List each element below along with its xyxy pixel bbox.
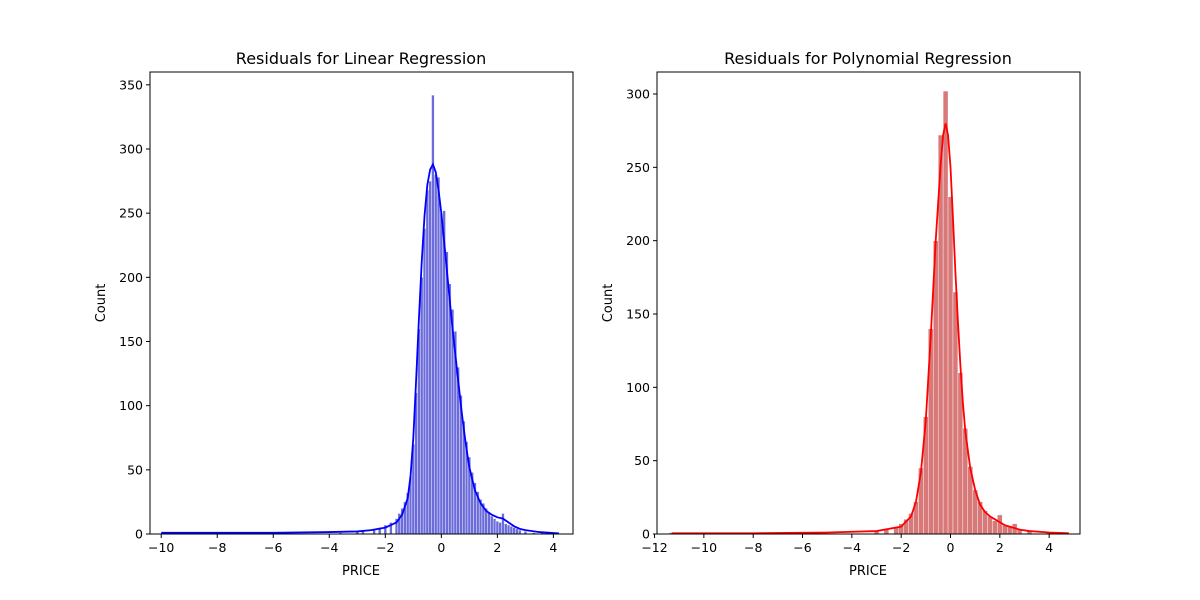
histogram-bar-16 <box>952 291 959 535</box>
histogram-bar-49 <box>509 526 513 535</box>
y-axis-label: Count <box>94 284 109 323</box>
x-tick-label-5: −2 <box>892 540 910 555</box>
y-tick-label-3: 150 <box>626 307 650 322</box>
histogram-bar-50 <box>512 527 516 535</box>
y-tick-label-5: 250 <box>119 206 143 221</box>
histogram-bar-19 <box>425 189 429 535</box>
x-tick-label-2: −8 <box>744 540 762 555</box>
x-tick-label-4: −2 <box>376 540 394 555</box>
histogram-bar-51 <box>515 528 519 535</box>
y-tick-label-4: 200 <box>626 233 650 248</box>
x-tick-label-1: −10 <box>691 540 717 555</box>
histogram-bar-26 <box>445 251 449 535</box>
plot-frame <box>656 71 1081 535</box>
histogram-bar-25 <box>997 514 1003 535</box>
kde-line <box>161 162 560 535</box>
x-tick-label-3: −4 <box>320 540 338 555</box>
y-tick-label-2: 100 <box>119 398 143 413</box>
x-tick-label-2: −6 <box>264 540 282 555</box>
x-tick-label-6: 0 <box>947 540 955 555</box>
x-tick-label-0: −12 <box>641 540 667 555</box>
y-tick-label-1: 50 <box>127 462 143 477</box>
histogram-bar-21 <box>431 94 435 535</box>
histogram-bar-18 <box>422 228 427 535</box>
x-tick-label-7: 4 <box>549 540 557 555</box>
histogram-bar-15 <box>947 196 954 535</box>
y-tick-label-2: 100 <box>626 380 650 395</box>
y-tick-label-0: 0 <box>642 527 650 542</box>
histogram-bar-24 <box>439 212 443 535</box>
histogram-bar-27 <box>448 283 452 535</box>
histogram-bar-46 <box>501 513 505 535</box>
x-tick-label-1: −8 <box>208 540 226 555</box>
x-tick-label-3: −6 <box>793 540 811 555</box>
kde-line <box>671 123 1069 535</box>
x-tick-label-4: −4 <box>843 540 861 555</box>
histogram-bar-23 <box>987 516 993 535</box>
y-axis-label: Count <box>601 284 616 323</box>
y-tick-label-7: 350 <box>119 77 143 92</box>
x-axis-label: PRICE <box>342 564 380 579</box>
histogram-bar-48 <box>506 524 511 535</box>
histogram-bar-17 <box>420 277 424 535</box>
y-tick-label-0: 0 <box>135 527 143 542</box>
chart-title: Residuals for Linear Regression <box>236 49 486 68</box>
y-tick-label-6: 300 <box>626 87 650 102</box>
y-tick-label-5: 250 <box>626 160 650 175</box>
histogram-bar-52 <box>518 529 522 535</box>
x-tick-label-5: 0 <box>437 540 445 555</box>
polynomial-regression-residuals-chart: Residuals for Polynomial Regression PRIC… <box>601 49 1081 579</box>
y-tick-label-3: 150 <box>119 334 143 349</box>
y-tick-label-6: 300 <box>119 142 143 157</box>
histogram-bar-45 <box>498 522 502 535</box>
x-axis-label: PRICE <box>849 564 887 579</box>
histogram-bar-22 <box>434 174 438 535</box>
histogram-bar-24 <box>992 520 998 535</box>
histogram-bar-42 <box>490 515 494 535</box>
x-tick-label-7: 2 <box>996 540 1004 555</box>
chart-title: Residuals for Polynomial Regression <box>724 49 1012 68</box>
y-tick-label-1: 50 <box>634 453 650 468</box>
x-tick-label-8: 4 <box>1045 540 1053 555</box>
x-tick-label-6: 2 <box>493 540 501 555</box>
plot-frame <box>149 71 574 535</box>
y-tick-label-4: 200 <box>119 270 143 285</box>
linear-regression-residuals-chart: Residuals for Linear Regression PRICE Co… <box>94 49 574 579</box>
histogram-bar-23 <box>436 177 441 535</box>
histogram-bar-47 <box>504 523 508 535</box>
x-tick-label-0: −10 <box>148 540 174 555</box>
histogram-bar-44 <box>495 520 499 535</box>
histogram-bar-41 <box>487 511 491 535</box>
histogram-bar-14 <box>942 90 949 535</box>
histogram-bar-43 <box>492 518 497 535</box>
histogram-bar-20 <box>428 180 432 535</box>
